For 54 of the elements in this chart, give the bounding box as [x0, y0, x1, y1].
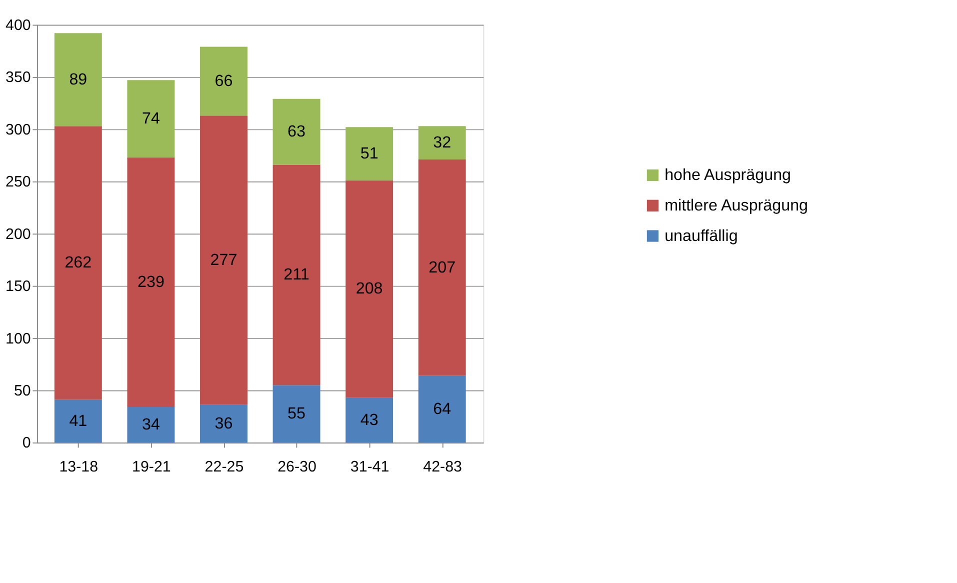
data-label: 64 [433, 400, 452, 418]
data-label: 63 [288, 122, 306, 141]
y-tick-label: 350 [6, 69, 31, 86]
data-label: 55 [288, 404, 306, 423]
x-tick-label: 19-21 [132, 458, 171, 476]
x-tick-label: 26-30 [278, 458, 316, 476]
bar [418, 376, 466, 442]
bar [418, 159, 466, 376]
x-tick-label: 22-25 [204, 458, 244, 476]
data-label: 207 [428, 258, 456, 276]
data-label: 208 [356, 280, 383, 298]
bar [200, 46, 248, 116]
data-label: 32 [433, 134, 452, 152]
y-tick-label: 0 [22, 434, 31, 452]
data-label: 43 [360, 410, 378, 429]
x-tick-label: 13-18 [59, 458, 98, 476]
data-label: 66 [214, 72, 233, 90]
bar [272, 98, 320, 165]
bar [272, 164, 320, 386]
legend-label: mittlere Ausprägung [664, 196, 808, 214]
data-label: 277 [210, 251, 238, 270]
data-label: 41 [69, 412, 88, 430]
y-tick-label: 400 [6, 16, 31, 34]
x-tick-label: 31-41 [350, 458, 390, 476]
bar [346, 398, 394, 442]
y-tick-label: 50 [14, 382, 31, 400]
bar [272, 385, 320, 442]
legend-label: unauffällig [664, 226, 738, 245]
bar [200, 404, 248, 442]
bar [127, 80, 175, 158]
legend-label: hohe Ausprägung [664, 166, 792, 184]
data-label: 262 [64, 254, 92, 272]
data-label: 34 [142, 415, 160, 434]
data-label: 36 [214, 414, 233, 432]
y-tick-label: 150 [6, 278, 31, 296]
y-tick-label: 250 [6, 174, 31, 191]
data-label: 239 [138, 272, 164, 291]
y-tick-label: 300 [6, 121, 31, 138]
y-tick-label: 100 [6, 330, 31, 348]
data-label: 89 [69, 70, 88, 88]
data-label: 51 [360, 144, 378, 162]
bar [54, 126, 102, 400]
data-label: 74 [142, 110, 160, 128]
data-label: 211 [284, 266, 310, 284]
bar [418, 126, 466, 160]
bar [346, 127, 394, 180]
bar [127, 157, 175, 407]
y-tick-label: 200 [6, 226, 31, 243]
x-tick-label: 42-83 [423, 458, 462, 476]
bar [200, 116, 248, 405]
bar [127, 406, 175, 442]
bar [346, 180, 394, 398]
bar [54, 400, 102, 442]
bar [54, 33, 102, 126]
